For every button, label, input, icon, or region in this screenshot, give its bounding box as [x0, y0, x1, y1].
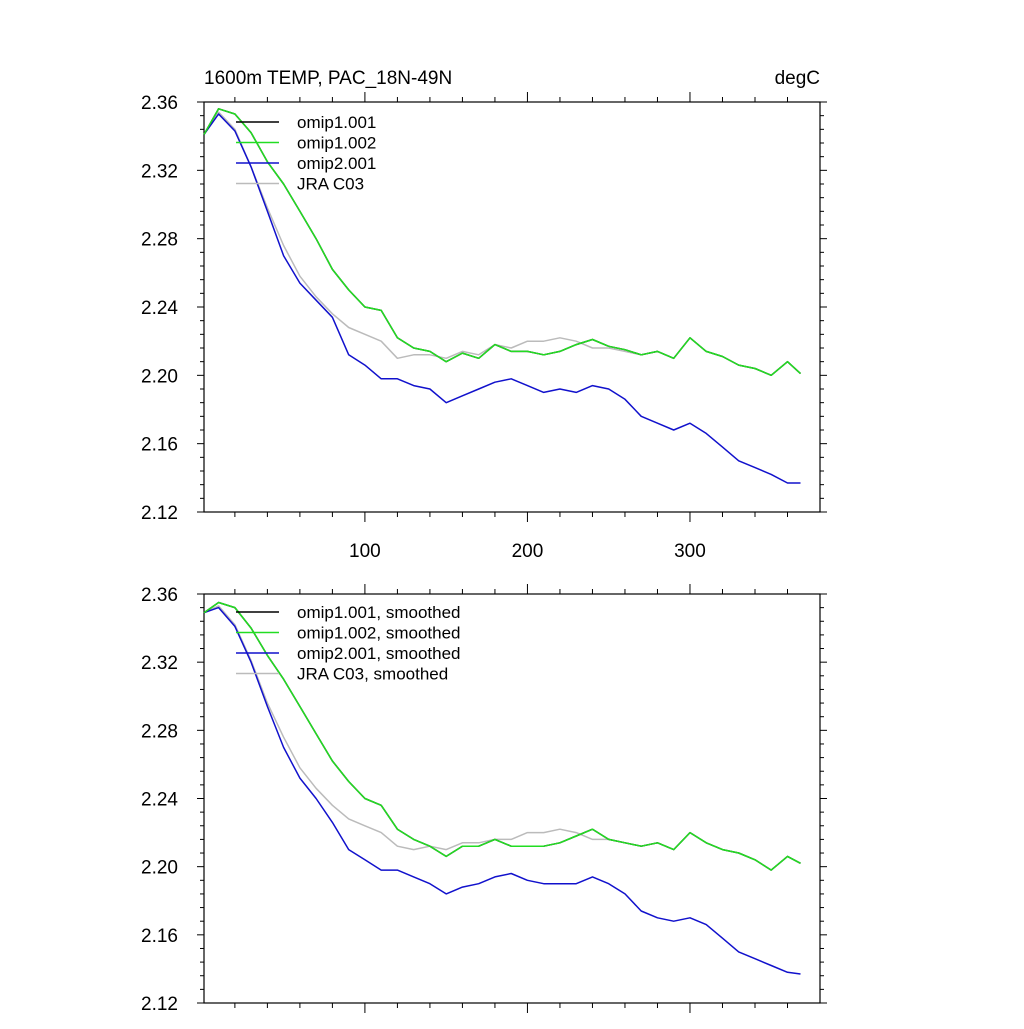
series-line-3 — [203, 113, 801, 484]
y-tick-label: 2.12 — [141, 994, 178, 1015]
y-tick-label: 2.32 — [141, 161, 178, 182]
legend-label: JRA C03, smoothed — [297, 665, 448, 684]
y-tick-label: 2.28 — [141, 230, 178, 251]
chart-units-label: degC — [775, 68, 820, 89]
y-tick-label: 2.24 — [141, 298, 178, 319]
y-tick-label: 2.12 — [141, 503, 178, 524]
y-tick-label: 2.36 — [141, 93, 178, 114]
y-tick-label: 2.28 — [141, 721, 178, 742]
y-tick-label: 2.20 — [141, 858, 178, 879]
x-tick-label: 100 — [349, 541, 381, 562]
legend-label: omip1.002, smoothed — [297, 624, 461, 643]
y-tick-label: 2.32 — [141, 653, 178, 674]
legend-label: omip2.001, smoothed — [297, 644, 461, 663]
y-tick-label: 2.16 — [141, 926, 178, 947]
y-tick-label: 2.20 — [141, 366, 178, 387]
x-tick-label: 200 — [512, 541, 544, 562]
series-line-1 — [203, 108, 802, 377]
y-tick-label: 2.16 — [141, 435, 178, 456]
chart-title-left: 1600m TEMP, PAC_18N-49N — [204, 68, 452, 89]
legend-label: omip2.001 — [297, 154, 376, 173]
chart-panel-1: 2.12 2.16 2.20 2.24 2.28 2.32 2.36 100 200 300 omi… — [141, 92, 827, 562]
legend-label: omip1.001, smoothed — [297, 603, 461, 622]
x-tick-label: 300 — [674, 541, 706, 562]
legend-label: JRA C03 — [297, 175, 364, 194]
series-line-3 — [203, 606, 801, 975]
legend-label: omip1.002 — [297, 134, 376, 153]
legend-label: omip1.001 — [297, 113, 376, 132]
series-line-4 — [203, 111, 658, 360]
y-tick-label: 2.24 — [141, 790, 178, 811]
series-line-2 — [203, 108, 802, 377]
y-tick-label: 2.36 — [141, 585, 178, 606]
series-line-2 — [203, 601, 801, 871]
series-line-1 — [203, 601, 801, 871]
chart-panel-2: 2.12 2.16 2.20 2.24 2.28 2.32 2.36 omip1.001, s… — [141, 584, 827, 1015]
